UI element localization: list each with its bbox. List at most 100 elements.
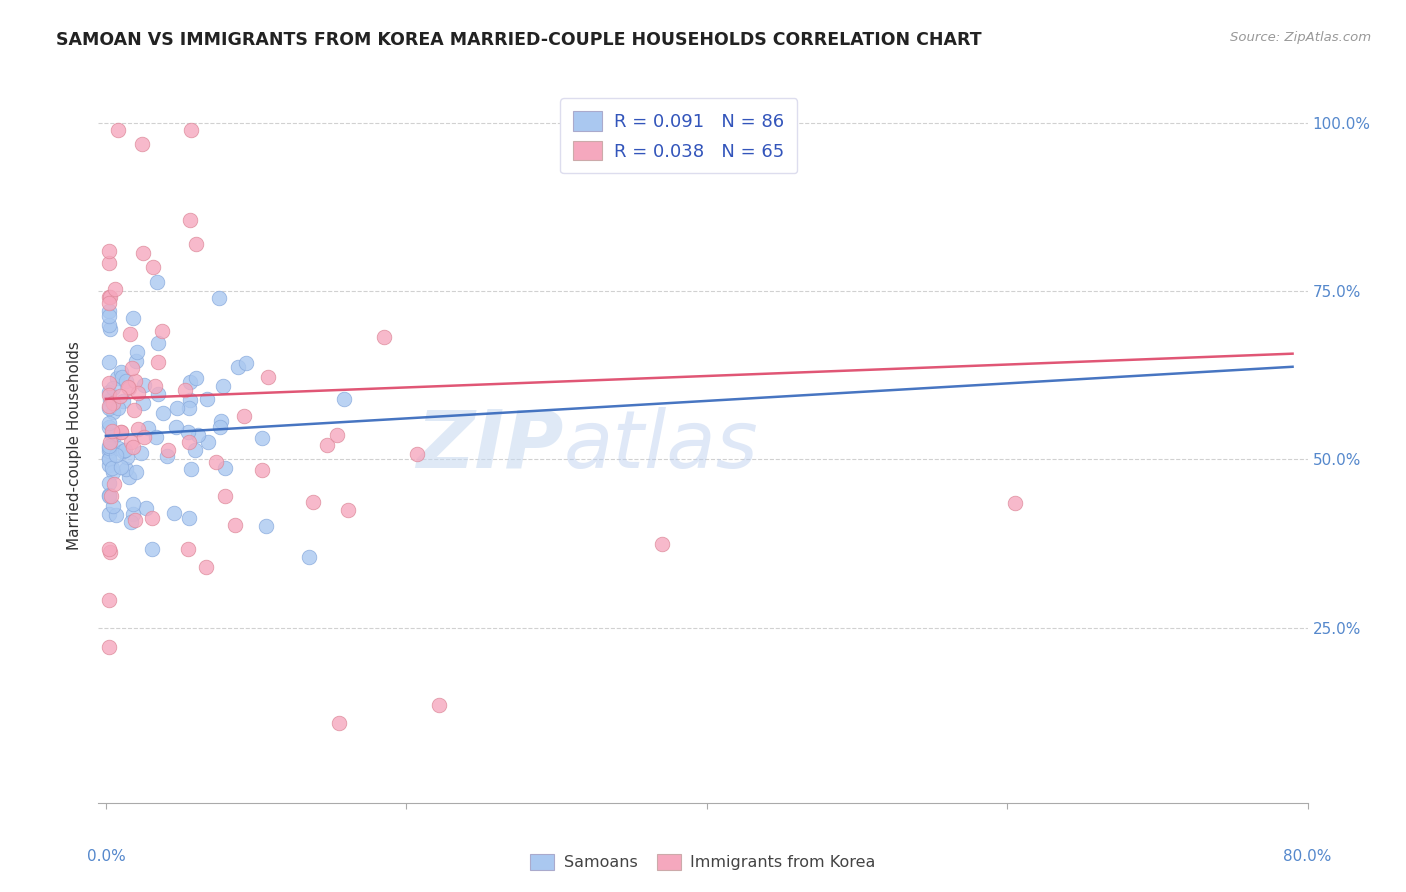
Point [97, 399, 120, 413]
Point [97, 640, 120, 654]
Point [97, 440, 120, 454]
Point [98, 545, 121, 559]
Point [115, 374, 138, 388]
Point [97, 384, 120, 399]
Point [328, 716, 350, 731]
Point [1004, 496, 1026, 510]
Point [132, 378, 155, 392]
Point [252, 463, 274, 477]
Point [101, 428, 124, 442]
Point [98, 290, 121, 304]
Point [138, 421, 160, 435]
Point [651, 536, 673, 550]
Point [184, 370, 207, 384]
Point [101, 499, 124, 513]
Point [205, 455, 228, 469]
Point [107, 122, 129, 136]
Point [177, 541, 200, 556]
Point [179, 392, 201, 407]
Point [97, 416, 120, 430]
Point [163, 506, 186, 520]
Point [101, 465, 124, 479]
Point [97, 451, 120, 466]
Point [124, 513, 146, 527]
Point [141, 511, 163, 525]
Point [179, 375, 201, 389]
Point [406, 447, 429, 461]
Point [122, 497, 145, 511]
Point [165, 420, 187, 434]
Point [150, 324, 173, 338]
Point [145, 430, 167, 444]
Text: atlas: atlas [564, 407, 759, 485]
Point [111, 370, 134, 384]
Point [146, 335, 169, 350]
Point [101, 405, 124, 419]
Point [115, 461, 138, 475]
Point [152, 406, 174, 420]
Point [135, 501, 157, 516]
Point [176, 425, 198, 439]
Point [121, 311, 143, 326]
Point [98, 475, 121, 490]
Point [131, 246, 153, 260]
Point [101, 381, 124, 395]
Point [97, 487, 120, 501]
Point [97, 290, 120, 304]
Point [117, 380, 139, 394]
Point [333, 392, 356, 407]
Point [103, 429, 125, 443]
Point [120, 435, 142, 450]
Point [146, 387, 169, 401]
Point [127, 385, 149, 400]
Point [98, 435, 121, 450]
Point [132, 396, 155, 410]
Text: SAMOAN VS IMMIGRANTS FROM KOREA MARRIED-COUPLE HOUSEHOLDS CORRELATION CHART: SAMOAN VS IMMIGRANTS FROM KOREA MARRIED-… [56, 31, 981, 49]
Point [101, 424, 124, 438]
Point [97, 508, 120, 522]
Point [111, 444, 134, 458]
Point [105, 448, 128, 462]
Point [121, 361, 143, 376]
Point [115, 450, 138, 465]
Y-axis label: Married-couple Households: Married-couple Households [67, 342, 83, 550]
Point [97, 296, 120, 310]
Point [100, 489, 122, 503]
Point [97, 256, 120, 270]
Point [214, 460, 236, 475]
Text: ZIP: ZIP [416, 407, 564, 485]
Text: 80.0%: 80.0% [1284, 849, 1331, 864]
Point [118, 469, 141, 483]
Point [125, 354, 148, 368]
Point [98, 309, 121, 323]
Point [298, 550, 321, 565]
Point [98, 318, 121, 333]
Point [373, 330, 395, 344]
Point [184, 237, 207, 252]
Point [101, 460, 124, 475]
Point [254, 518, 277, 533]
Point [98, 376, 121, 390]
Point [122, 403, 145, 417]
Point [131, 137, 153, 152]
Point [97, 401, 120, 416]
Point [108, 389, 131, 403]
Point [107, 441, 129, 455]
Point [256, 369, 278, 384]
Point [143, 378, 166, 392]
Point [97, 489, 120, 503]
Point [145, 275, 167, 289]
Point [179, 212, 201, 227]
Point [97, 244, 120, 258]
Point [195, 392, 218, 406]
Point [111, 393, 134, 408]
Point [214, 489, 236, 503]
Point [250, 431, 273, 445]
Point [110, 365, 132, 379]
Point [127, 345, 149, 359]
Point [316, 438, 339, 452]
Point [212, 379, 235, 393]
Point [302, 495, 325, 509]
Point [97, 592, 120, 607]
Point [105, 371, 128, 385]
